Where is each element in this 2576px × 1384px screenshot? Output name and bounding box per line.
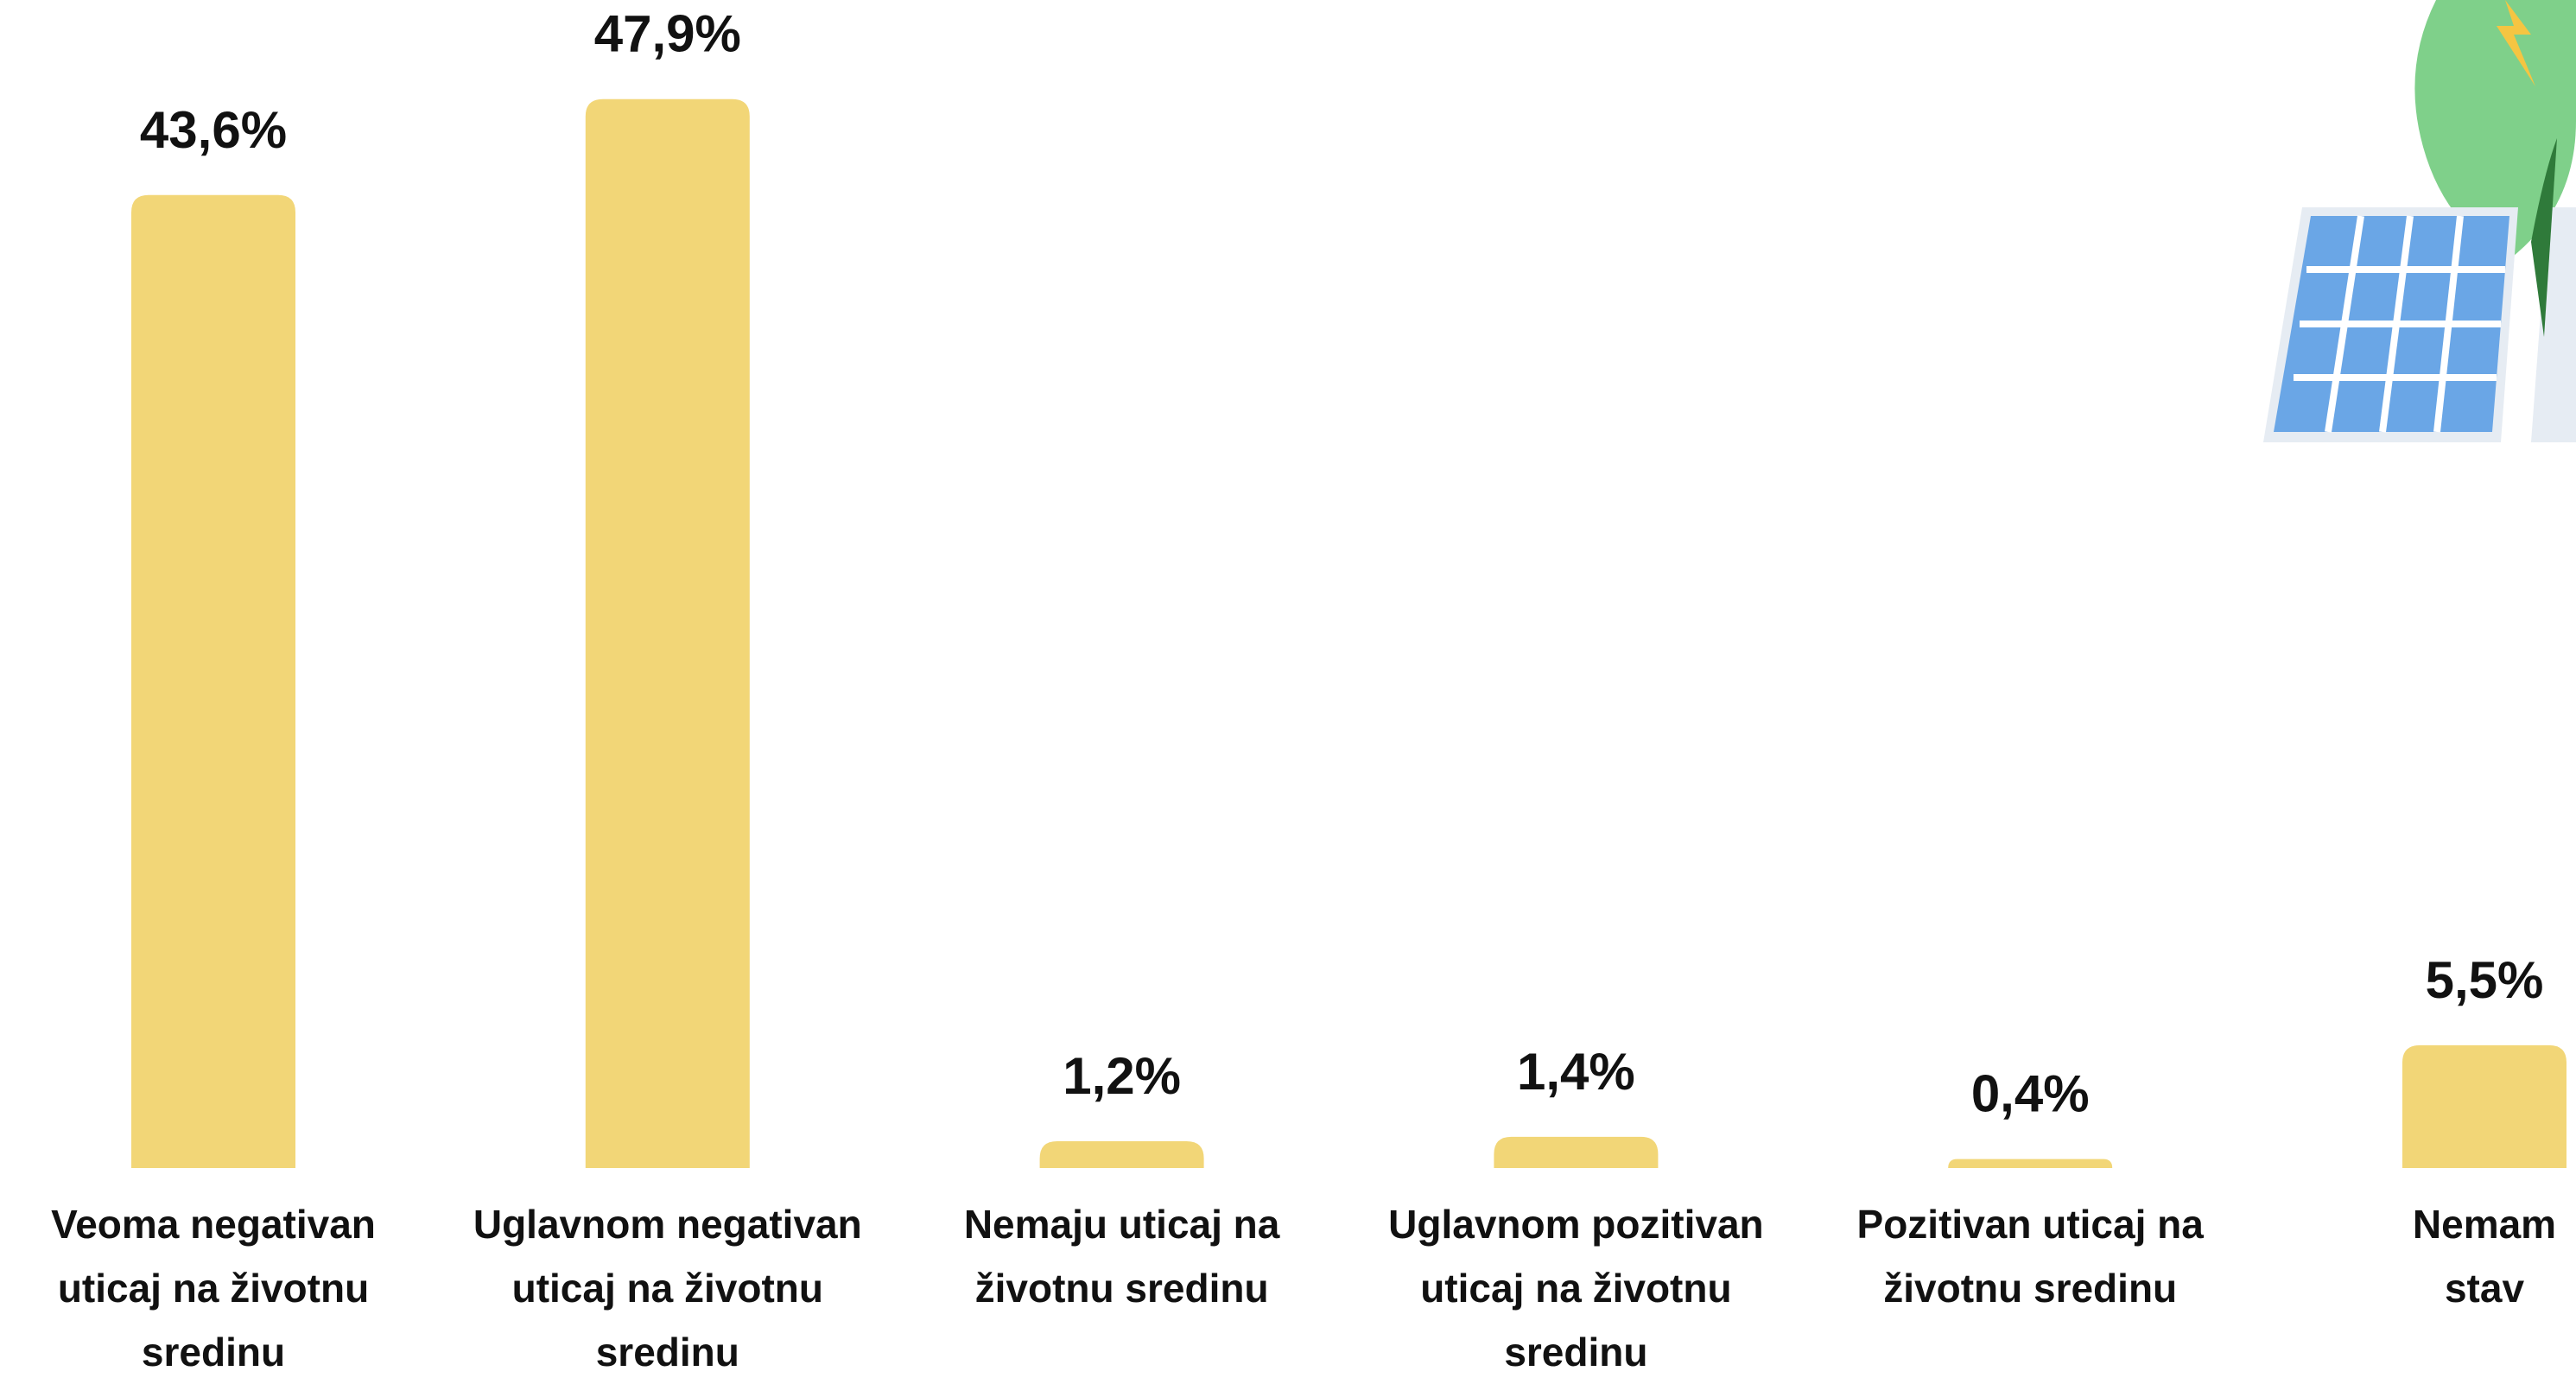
value-label: 43,6% — [140, 101, 287, 159]
category-label: Uglavnom negativan uticaj na životnu sre… — [473, 1202, 862, 1374]
value-label: 1,2% — [1063, 1047, 1181, 1105]
category-label: Veoma negativan uticaj na životnu sredin… — [51, 1202, 376, 1374]
value-label: 1,4% — [1517, 1043, 1635, 1101]
bar — [2402, 1044, 2566, 1168]
bar — [1039, 1141, 1204, 1168]
bar — [1494, 1136, 1659, 1168]
bar — [1948, 1159, 2113, 1168]
stem — [2531, 138, 2557, 337]
leaf — [2414, 0, 2576, 259]
solar-illustration — [2263, 0, 2576, 442]
value-label: 0,4% — [1971, 1065, 2090, 1123]
category-label: Nemaju uticaj na životnu sredinu — [963, 1202, 1280, 1311]
panel-frame-2 — [2531, 207, 2576, 442]
category-label: Pozitivan uticaj na životnu sredinu — [1856, 1202, 2204, 1311]
panel-grid — [2294, 215, 2505, 433]
category-label: Nemam stav — [2412, 1202, 2557, 1311]
bolt — [2497, 0, 2535, 86]
value-label: 5,5% — [2426, 951, 2544, 1009]
category-label: Uglavnom pozitivan uticaj na životnu sre… — [1388, 1202, 1764, 1374]
value-label: 47,9% — [594, 5, 741, 63]
bar — [585, 98, 750, 1168]
bar — [131, 194, 295, 1168]
